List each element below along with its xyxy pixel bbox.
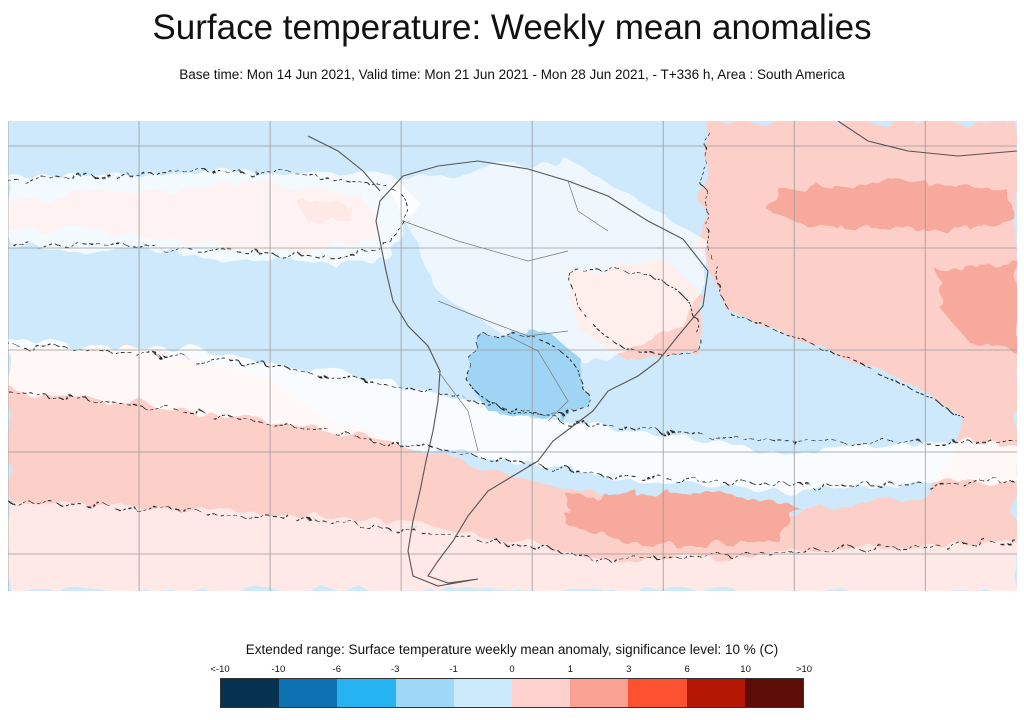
legend-tick-label: >10 — [795, 664, 813, 675]
legend-swatch-5 — [512, 679, 571, 707]
legend-swatch-1 — [279, 679, 338, 707]
significance-contours — [8, 130, 1017, 562]
hot-region-atlantic-east — [938, 261, 1017, 351]
caribbean-coastline — [837, 121, 1017, 157]
legend-swatch-6 — [570, 679, 629, 707]
neutral-mid-band — [8, 341, 1017, 491]
hot-region-atlantic-north — [768, 181, 1017, 231]
coastline — [307, 121, 1017, 587]
contour-1 — [8, 170, 409, 257]
warm-region-north-atlantic — [698, 121, 1017, 591]
legend-tick-label: 10 — [740, 664, 751, 675]
border-5 — [567, 180, 609, 232]
legend-ticks: <-10 -10 -6 -3 -1 0 1 3 6 10 >10 — [0, 664, 1024, 678]
cold-anomaly-region — [463, 331, 588, 421]
hot-region-south-atlantic — [568, 491, 798, 546]
legend-tick-label: -1 — [449, 664, 458, 675]
border-3 — [507, 335, 569, 422]
legend-swatch-8 — [686, 679, 745, 707]
border-2 — [437, 300, 569, 337]
legend-tick-label: -10 — [271, 664, 286, 675]
legend-tick-label: 0 — [509, 664, 515, 675]
contour-6 — [8, 500, 1017, 562]
map-grid — [8, 121, 1017, 591]
legend-tick-label: 6 — [684, 664, 690, 675]
contour-5 — [462, 333, 589, 417]
legend-tick-label: <-10 — [210, 664, 230, 675]
legend-title: Extended range: Surface temperature week… — [245, 642, 779, 657]
country-borders — [402, 180, 609, 452]
legend-tick-label: -6 — [332, 664, 342, 675]
border-1 — [402, 220, 569, 262]
legend-swatch-9 — [744, 679, 804, 707]
legend-swatch-4 — [453, 679, 513, 707]
chart-subtitle: Base time: Mon 14 Jun 2021, Valid time: … — [179, 67, 845, 82]
neutral-continent — [388, 161, 708, 361]
chart-title: Surface temperature: Weekly mean anomali… — [152, 8, 872, 47]
anomaly-map — [8, 121, 1017, 591]
legend-tick-label: -3 — [390, 664, 400, 675]
border-4 — [437, 370, 479, 452]
contour-4 — [703, 130, 969, 422]
legend-swatch-2 — [337, 679, 396, 707]
neutral-southern — [8, 501, 1017, 591]
cold-region-paraguay — [463, 331, 588, 421]
legend-swatch-0 — [221, 679, 280, 707]
central-america-coastline — [307, 135, 381, 192]
south-america-coastline — [375, 160, 709, 587]
legend-swatch-3 — [395, 679, 454, 707]
legend-swatch-7 — [628, 679, 687, 707]
legend-tick-label: 1 — [567, 664, 574, 675]
legend-colorbar — [220, 678, 804, 708]
legend-tick-label: 3 — [626, 664, 632, 675]
neutral-pacific-north — [8, 171, 418, 261]
contour-2 — [8, 345, 1017, 444]
neutral-regions — [8, 161, 1017, 591]
map-canvas — [8, 121, 1017, 591]
